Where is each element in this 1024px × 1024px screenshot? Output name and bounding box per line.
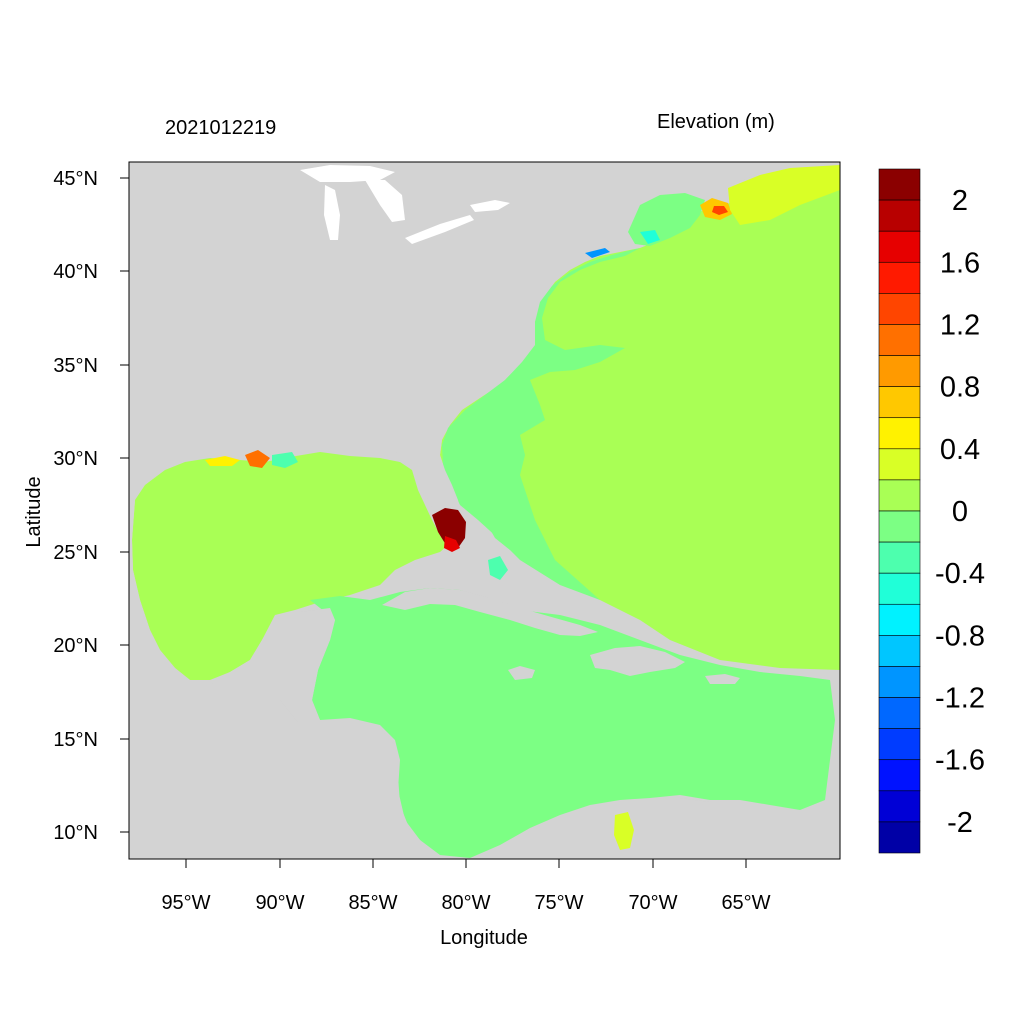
louisiana-surge	[245, 450, 270, 468]
colorbar-label: -1.2	[935, 683, 985, 715]
gulf-of-mexico	[132, 452, 448, 680]
colorbar-swatch	[878, 230, 921, 263]
colorbar-swatch	[878, 541, 921, 574]
lake-michigan	[324, 185, 340, 240]
cape-cod-water	[640, 230, 660, 244]
jamaica-land	[508, 666, 535, 680]
x-axis-title: Longitude	[440, 927, 528, 949]
nova-scotia-surge-red	[712, 206, 728, 215]
cuba-land	[382, 588, 598, 636]
colorbar-swatch	[878, 479, 921, 512]
colorbar-label: -0.8	[935, 620, 985, 652]
colorbar-swatch	[878, 386, 921, 419]
lon-tick-label: 80°W	[441, 892, 490, 914]
lake-erie	[405, 215, 474, 244]
yucatan-land	[210, 608, 335, 725]
colorbar-swatch	[878, 759, 921, 792]
variable-title: Elevation (m)	[657, 111, 775, 133]
florida-surge-red	[444, 536, 460, 552]
colorbar-swatch	[878, 635, 921, 667]
colorbar-swatch	[878, 168, 921, 201]
bahamas-banks-2	[480, 508, 520, 550]
gulf-west-shelf-land	[129, 500, 190, 680]
colorbar-swatch	[878, 603, 921, 636]
colorbar-label: 0	[952, 496, 968, 528]
mississippi-shelf	[272, 452, 298, 468]
y-axis-title: Latitude	[23, 476, 45, 547]
hispaniola-land	[590, 646, 685, 676]
y-axis: 45°N 40°N 35°N 30°N 25°N 20°N 15°N 10°N …	[23, 168, 129, 844]
colorbar-label: -2	[947, 807, 973, 839]
x-axis: 95°W 90°W 85°W 80°W 75°W 70°W 65°W Longi…	[161, 859, 771, 949]
louisiana-surge-yellow	[205, 456, 240, 466]
lat-tick-label: 15°N	[53, 729, 98, 751]
colorbar-label: 1.6	[940, 247, 980, 279]
colorbar-swatch	[878, 790, 921, 823]
colorbar-swatch	[878, 697, 921, 729]
colorbar-swatch	[878, 510, 921, 543]
lake-superior	[300, 165, 395, 182]
lat-tick-label: 35°N	[53, 355, 98, 377]
lat-tick-label: 30°N	[53, 448, 98, 470]
lat-tick-label: 10°N	[53, 822, 98, 844]
colorbar-swatch	[878, 324, 921, 356]
lon-tick-label: 95°W	[161, 892, 210, 914]
colorbar-label: 2	[952, 185, 968, 217]
lake-maracaibo	[614, 812, 634, 850]
florida-surge-dark	[432, 508, 466, 548]
lon-tick-label: 90°W	[255, 892, 304, 914]
lat-tick-label: 25°N	[53, 542, 98, 564]
south-america-land	[470, 798, 840, 859]
colorbar-swatch	[878, 448, 921, 481]
colorbar-swatch	[878, 261, 921, 294]
long-island-sound	[585, 248, 610, 258]
lon-tick-label: 75°W	[534, 892, 583, 914]
colorbar-swatch	[878, 821, 921, 854]
colorbar-swatch	[878, 417, 921, 450]
lon-tick-label: 65°W	[721, 892, 770, 914]
map-panel	[128, 161, 841, 860]
lake-ontario	[470, 200, 510, 212]
colorbar: 2 1.6 1.2 0.8 0.4 0 -0.4 -0.8 -1.2 -1.6 -2	[878, 168, 985, 854]
lat-tick-label: 45°N	[53, 168, 98, 190]
bahamas-banks	[488, 556, 508, 580]
map-frame	[128, 161, 841, 860]
colorbar-swatch	[878, 293, 921, 325]
nova-scotia-yellow-coast	[728, 165, 840, 225]
caribbean-sea	[310, 588, 835, 858]
colorbar-label: -1.6	[935, 745, 985, 777]
colorbar-swatch	[878, 355, 921, 387]
lon-tick-label: 85°W	[348, 892, 397, 914]
colorbar-label: 0.4	[940, 434, 980, 466]
lon-tick-label: 70°W	[628, 892, 677, 914]
florida-land	[380, 428, 462, 525]
colorbar-swatch	[878, 728, 921, 761]
lat-tick-label: 40°N	[53, 261, 98, 283]
central-america-land	[129, 718, 440, 859]
colorbar-swatch	[878, 666, 921, 698]
lat-tick-label: 20°N	[53, 635, 98, 657]
colorbar-label: 1.2	[940, 309, 980, 341]
colorbar-swatch	[878, 199, 921, 232]
colorbar-swatch	[878, 572, 921, 605]
puerto-rico-land	[705, 674, 740, 684]
datetime-title: 2021012219	[165, 117, 276, 139]
colorbar-label: 0.8	[940, 372, 980, 404]
colorbar-label: -0.4	[935, 558, 985, 590]
lake-huron	[365, 180, 405, 222]
